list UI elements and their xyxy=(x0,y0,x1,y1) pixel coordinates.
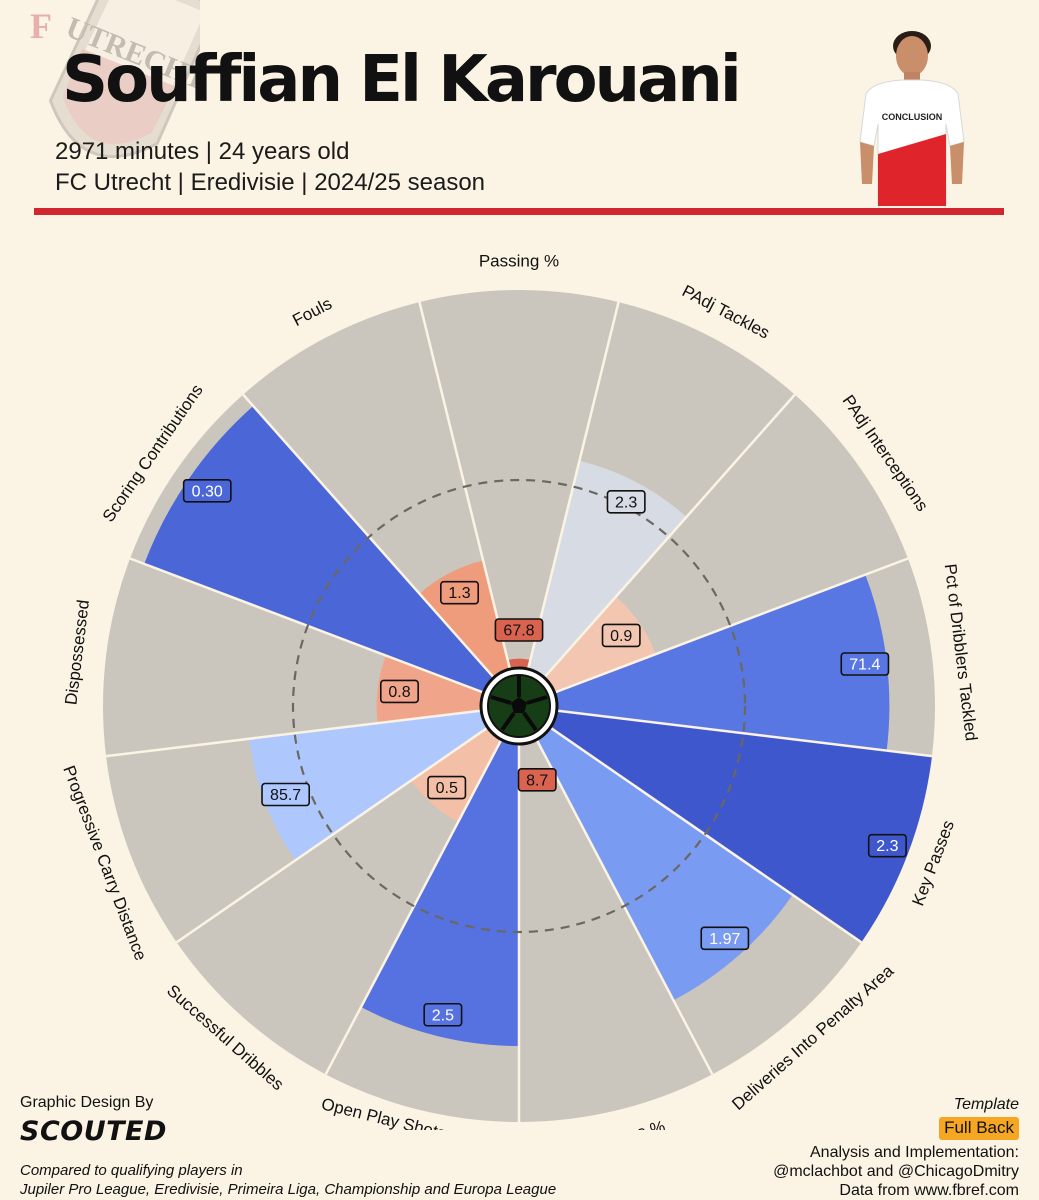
value-label-fouls: 1.3 xyxy=(440,580,480,605)
bar-padj-tackles xyxy=(527,460,687,680)
comparison-note-2: Jupiler Pro League, Eredivisie, Primeira… xyxy=(20,1181,557,1198)
wedge-bg-successful-dribbles xyxy=(176,726,503,1075)
value-label-pct-of-dribblers-tackled: 71.4 xyxy=(840,652,890,676)
shirt-sponsor: CONCLUSION xyxy=(882,112,943,122)
svg-text:2.5: 2.5 xyxy=(432,1007,454,1024)
player-name: Souffian El Karouani xyxy=(62,43,742,117)
bar-pct-of-dribblers-tackled xyxy=(552,574,890,751)
bar-key-passes xyxy=(548,710,932,943)
spoke-line xyxy=(175,725,491,944)
player-photo: CONCLUSION xyxy=(859,31,965,206)
template-badge: Full Back xyxy=(939,1117,1019,1140)
category-label-key-passes: Key Passes xyxy=(908,818,958,909)
design-credit-label: Graphic Design By xyxy=(20,1094,154,1111)
player-club-league-season: FC Utrecht | Eredivisie | 2024/25 season xyxy=(55,169,486,196)
median-reference-ring xyxy=(291,478,747,934)
value-label-padj-interceptions: 0.9 xyxy=(601,623,641,648)
bar-dispossessed xyxy=(376,655,486,724)
category-label-crosses: Crosses % xyxy=(583,1117,667,1130)
value-label-dispossessed: 0.8 xyxy=(379,679,419,704)
svg-text:0.5: 0.5 xyxy=(436,780,458,797)
spoke-line xyxy=(541,393,796,680)
value-label-key-passes: 2.3 xyxy=(867,833,907,858)
center-ball-icon xyxy=(479,666,559,746)
svg-text:2.3: 2.3 xyxy=(876,838,898,855)
bar-padj-interceptions xyxy=(542,596,656,694)
svg-text:1.3: 1.3 xyxy=(448,585,470,602)
svg-text:8.7: 8.7 xyxy=(526,772,548,789)
svg-text:67.8: 67.8 xyxy=(503,623,534,640)
value-label-deliveries-into-penalty-area: 1.97 xyxy=(700,926,750,951)
spoke-line xyxy=(526,301,620,672)
category-label-pct-of-dribblers-tackled: Pct of Dribblers Tackled xyxy=(941,563,981,742)
spoke-line xyxy=(105,709,484,758)
svg-text:85.7: 85.7 xyxy=(270,787,301,804)
category-label-passing: Passing % xyxy=(479,251,559,270)
template-label: Template xyxy=(953,1096,1019,1113)
spoke-line xyxy=(552,557,909,695)
svg-text:0.30: 0.30 xyxy=(192,483,223,500)
svg-text:0.8: 0.8 xyxy=(388,684,410,701)
svg-text:71.4: 71.4 xyxy=(849,657,880,674)
svg-text:1.97: 1.97 xyxy=(709,931,740,948)
player-minutes-age: 2971 minutes | 24 years old xyxy=(55,138,350,165)
value-label-crosses: 8.7 xyxy=(517,767,557,792)
value-label-open-play-shots-created-for-others: 2.5 xyxy=(423,1002,463,1027)
scouted-logo: SCOUTED xyxy=(20,1116,167,1147)
bar-progressive-carry-distance xyxy=(249,710,490,861)
data-source: Data from www.fbref.com xyxy=(839,1182,1019,1199)
bar-scoring-contributions xyxy=(144,405,496,694)
value-label-scoring-contributions: 0.30 xyxy=(182,479,232,503)
spoke-line xyxy=(554,709,933,758)
value-label-padj-tackles: 2.3 xyxy=(606,490,646,514)
crest-letter: F xyxy=(30,6,52,46)
svg-text:0.9: 0.9 xyxy=(610,628,632,645)
wedge-bg-crosses xyxy=(519,737,713,1122)
svg-text:2.3: 2.3 xyxy=(615,494,637,511)
analysis-label: Analysis and Implementation: xyxy=(810,1144,1019,1161)
header-rule xyxy=(34,208,1004,215)
comparison-note-1: Compared to qualifying players in xyxy=(20,1162,243,1179)
category-label-fouls: Fouls xyxy=(289,294,335,330)
value-label-successful-dribbles: 0.5 xyxy=(427,775,467,800)
value-label-progressive-carry-distance: 85.7 xyxy=(261,782,311,807)
value-label-passing: 67.8 xyxy=(494,618,544,642)
bar-open-play-shots-created-for-others xyxy=(360,737,519,1046)
category-label-dispossessed: Dispossessed xyxy=(61,599,93,706)
club-crest: UTRECHT F xyxy=(30,0,200,159)
analysis-handles: @mclachbot and @ChicagoDmitry xyxy=(773,1163,1019,1180)
